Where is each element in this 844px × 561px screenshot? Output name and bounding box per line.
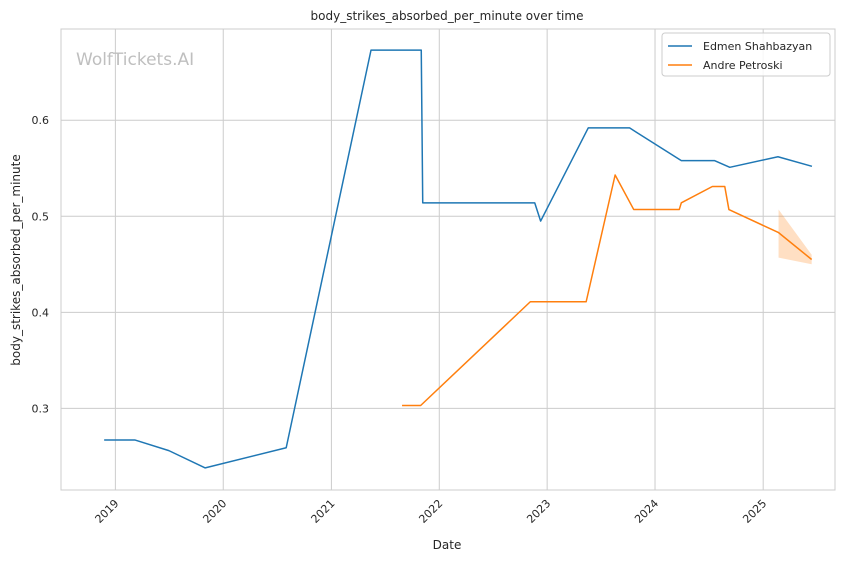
x-tick-label: 2021 xyxy=(309,497,338,526)
x-axis-label: Date xyxy=(433,538,462,552)
x-tick-label: 2023 xyxy=(524,497,553,526)
confidence-band xyxy=(778,209,812,265)
y-tick-label: 0.5 xyxy=(32,210,50,223)
watermark-text: WolfTickets.AI xyxy=(76,50,194,70)
legend-label: Edmen Shahbazyan xyxy=(703,40,812,53)
grid-lines xyxy=(61,29,835,490)
y-tick-label: 0.6 xyxy=(32,114,50,127)
y-axis-label: body_strikes_absorbed_per_minute xyxy=(9,154,23,365)
x-tick-label: 2022 xyxy=(416,497,445,526)
confidence-bands xyxy=(778,209,812,265)
legend: Edmen Shahbazyan Andre Petroski xyxy=(661,32,831,77)
legend-items: Edmen Shahbazyan Andre Petroski xyxy=(668,40,812,72)
x-tick-label: 2025 xyxy=(740,497,769,526)
x-tick-label: 2020 xyxy=(200,497,229,526)
x-tick-label: 2019 xyxy=(93,497,122,526)
y-axis-ticks: 0.3 0.4 0.5 0.6 xyxy=(32,114,50,415)
legend-box xyxy=(661,32,831,77)
x-axis-ticks: 2019 2020 2021 2022 2023 2024 2025 xyxy=(93,497,770,526)
x-tick-label: 2024 xyxy=(632,497,661,526)
chart-title: body_strikes_absorbed_per_minute over ti… xyxy=(311,9,584,23)
series-line xyxy=(402,174,813,407)
y-tick-label: 0.4 xyxy=(32,306,50,319)
plot-area: WolfTickets.AI xyxy=(60,28,836,491)
series-lines xyxy=(104,49,813,469)
legend-label: Andre Petroski xyxy=(703,59,783,72)
y-tick-label: 0.3 xyxy=(32,402,50,415)
plot-background xyxy=(60,28,836,491)
series-line xyxy=(104,49,813,469)
